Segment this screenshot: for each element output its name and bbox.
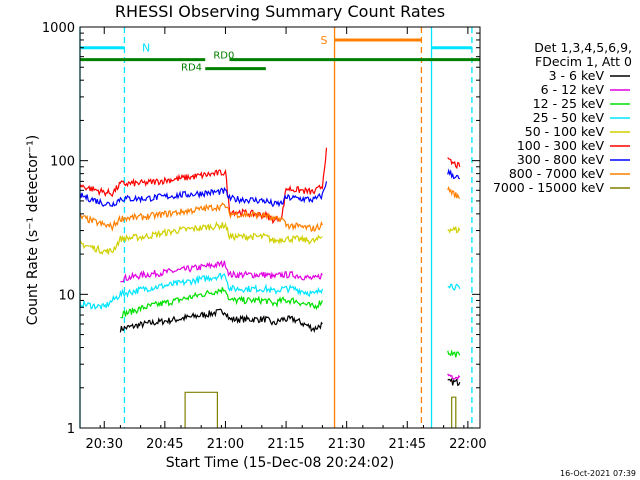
legend-header: FDecim 1, Att 0	[535, 54, 632, 69]
series-line	[447, 157, 461, 170]
y-tick-label: 1000	[42, 21, 75, 36]
series-line	[184, 391, 218, 428]
series-line	[447, 377, 461, 387]
series-line	[447, 185, 461, 200]
y-tick-label: 100	[50, 155, 75, 170]
series-line	[79, 147, 328, 225]
series-line	[447, 349, 461, 358]
y-tick-label: 10	[58, 288, 75, 303]
legend: Det 1,3,4,5,6,9,FDecim 1, Att 03 - 6 keV…	[493, 40, 632, 195]
legend-entry-label: 800 - 7000 keV	[509, 166, 605, 181]
legend-entry-label: 100 - 300 keV	[517, 138, 605, 153]
legend-entry-label: 50 - 100 keV	[525, 124, 605, 139]
attenuator-label: RD4	[181, 63, 202, 74]
series-line	[79, 202, 323, 233]
legend-entry-label: 25 - 50 keV	[533, 110, 605, 125]
x-axis-label: Start Time (15-Dec-08 20:24:02)	[166, 455, 394, 471]
series-line	[119, 308, 323, 333]
series-layer	[79, 147, 461, 428]
legend-entry-label: 7000 - 15000 keV	[493, 180, 604, 195]
plot-frame	[79, 26, 481, 429]
footer-timestamp: 16-Oct-2021 07:39	[560, 469, 636, 478]
chart-title: RHESSI Observing Summary Count Rates	[115, 2, 445, 21]
y-axis-label: Count Rate (s⁻¹ detector⁻¹)	[25, 135, 41, 325]
x-tick-label: 20:30	[86, 437, 123, 452]
annotation-layer: N S RD0 RD4	[79, 27, 480, 428]
x-tick-label: 22:00	[449, 437, 486, 452]
series-line	[120, 287, 323, 319]
legend-header: Det 1,3,4,5,6,9,	[534, 40, 632, 55]
series-line	[79, 181, 328, 208]
series-line	[447, 168, 461, 180]
x-tick-label: 21:45	[389, 437, 426, 452]
legend-entry-label: 12 - 25 keV	[533, 96, 605, 111]
flag-label: S	[321, 34, 328, 47]
series-line	[447, 225, 461, 234]
series-line	[79, 220, 323, 255]
x-tick-label: 21:15	[267, 437, 304, 452]
series-line	[447, 373, 461, 380]
attenuator-label: RD0	[213, 51, 234, 62]
series-line	[120, 260, 323, 283]
legend-entry-label: 3 - 6 keV	[549, 68, 605, 83]
x-tick-label: 21:00	[207, 437, 244, 452]
legend-entry-label: 300 - 800 keV	[517, 152, 605, 167]
legend-entry-label: 6 - 12 keV	[541, 82, 605, 97]
x-tick-label: 20:45	[146, 437, 183, 452]
series-line	[79, 272, 323, 310]
y-tick-label: 1	[67, 422, 75, 437]
flag-label: N	[142, 42, 150, 55]
tick-layer: 20:30 20:45 21:00 21:15 21:30 21:45 22:00 1 10 10…	[42, 21, 487, 452]
series-line	[451, 396, 457, 428]
x-tick-label: 21:30	[328, 437, 365, 452]
series-line	[447, 283, 461, 291]
